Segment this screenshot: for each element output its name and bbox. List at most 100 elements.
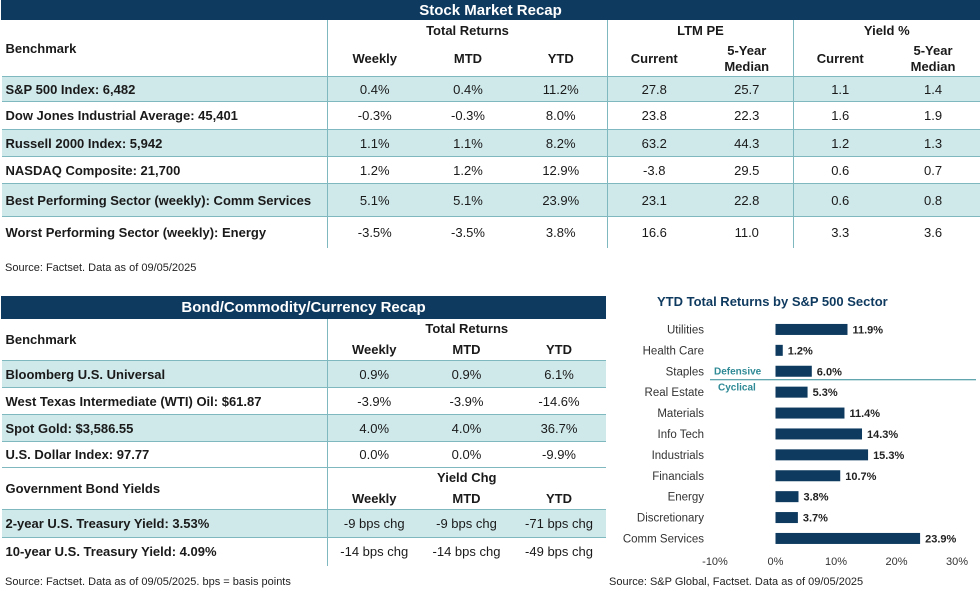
table-row: S&P 500 Index: 6,482 0.4% 0.4% 11.2% 27.8 25.… [1, 76, 980, 102]
cell-y-cur: 1.1 [793, 76, 887, 102]
category-label: Info Tech [658, 429, 704, 441]
cell-y-cur: 3.3 [793, 216, 887, 248]
cell-y-cur: 1.2 [793, 129, 887, 157]
table-row: Bloomberg U.S. Universal 0.9% 0.9% 6.1% [1, 360, 606, 388]
row-benchmark-name: NASDAQ Composite: 21,700 [1, 156, 328, 184]
cell-weekly: -3.9% [327, 387, 421, 415]
cell-ytd: 8.2% [514, 129, 608, 157]
bar [775, 512, 798, 524]
cell-ytd: 3.8% [514, 216, 608, 248]
stock-total-returns-header: Total Returns [327, 19, 608, 42]
cell-ytd: -71 bps chg [512, 509, 606, 538]
x-tick-label: 10% [825, 556, 847, 568]
bond-total-returns-header: Total Returns [326, 318, 606, 339]
category-label: Materials [657, 408, 704, 420]
cell-mtd: 1.2% [421, 156, 515, 184]
cell-mtd: -3.5% [421, 216, 515, 248]
data-label: 11.9% [852, 324, 883, 336]
cell-ytd: 23.9% [514, 183, 608, 217]
bond-benchmark-header: Benchmark [5, 332, 77, 347]
bar [775, 491, 799, 503]
bond-source-note: Source: Factset. Data as of 09/05/2025. … [5, 576, 291, 588]
cell-weekly: 0.9% [327, 360, 421, 388]
data-label: 14.3% [867, 429, 898, 441]
cell-weekly: -14 bps chg [327, 537, 421, 566]
table-row: West Texas Intermediate (WTI) Oil: $61.8… [1, 387, 606, 415]
cell-pe-med: 22.3 [700, 101, 794, 130]
annotation-cyclical: Cyclical [718, 383, 756, 394]
cell-ytd: 8.0% [514, 101, 608, 130]
gov-yields-header: Government Bond Yields [1, 467, 328, 510]
stock-col-pe-median: 5-Year Median [724, 42, 770, 74]
bond-col-ytd: YTD [546, 341, 573, 357]
cell-mtd: -3.9% [420, 387, 513, 415]
cell-mtd: -9 bps chg [420, 509, 513, 538]
cell-weekly: -3.5% [327, 216, 422, 248]
stock-col-ytd: YTD [547, 51, 574, 67]
data-label: 1.2% [788, 345, 813, 357]
cell-ytd: -14.6% [512, 387, 606, 415]
row-benchmark-name: U.S. Dollar Index: 97.77 [1, 441, 328, 468]
bar [775, 428, 863, 440]
chart-title: YTD Total Returns by S&P 500 Sector [657, 294, 888, 309]
row-benchmark-name: Best Performing Sector (weekly): Comm Se… [1, 183, 328, 217]
table-row: NASDAQ Composite: 21,700 1.2% 1.2% 12.9% -3.… [1, 156, 980, 184]
bond-col-weekly: Weekly [327, 338, 421, 361]
data-label: 11.4% [849, 408, 880, 420]
cell-mtd: -14 bps chg [420, 537, 513, 566]
data-label: 15.3% [873, 450, 904, 462]
bar [775, 449, 869, 461]
x-tick-label: 30% [946, 556, 968, 568]
cell-ytd: -49 bps chg [512, 537, 606, 566]
category-label: Real Estate [645, 387, 704, 399]
cell-y-cur: 0.6 [793, 156, 887, 184]
cell-weekly: 0.0% [327, 441, 421, 468]
bar [775, 386, 808, 398]
bar [775, 365, 812, 377]
stock-benchmark-header: Benchmark [5, 40, 77, 56]
data-label: 23.9% [925, 533, 956, 545]
bond-col-mtd: MTD [452, 341, 481, 357]
data-label: 5.3% [813, 387, 838, 399]
stock-col-yield-median: 5-Year Median [910, 42, 956, 74]
row-benchmark-name: 2-year U.S. Treasury Yield: 3.53% [1, 509, 328, 538]
sector-returns-chart: Utilities 11.9% Health Care 1.2% Staples 6.0%… [623, 323, 976, 568]
cell-pe-med: 44.3 [700, 129, 794, 157]
table-row: 2-year U.S. Treasury Yield: 3.53% -9 bps … [1, 509, 606, 538]
stock-col-pe-current: Current [607, 41, 701, 77]
data-label: 3.7% [803, 513, 828, 525]
category-label: Energy [668, 492, 705, 504]
cell-ytd: 11.2% [514, 76, 608, 102]
table-row: Dow Jones Industrial Average: 45,401 -0.3… [1, 101, 980, 130]
stock-col-mtd: MTD [453, 51, 483, 67]
cell-pe-cur: -3.8 [607, 156, 701, 184]
cell-y-cur: 0.6 [793, 183, 887, 217]
cell-pe-med: 11.0 [700, 216, 794, 248]
cell-weekly: 1.1% [327, 129, 422, 157]
row-benchmark-name: 10-year U.S. Treasury Yield: 4.09% [1, 537, 328, 566]
row-benchmark-name: Worst Performing Sector (weekly): Energy [1, 216, 328, 248]
cell-weekly: -0.3% [327, 101, 422, 130]
table-row: Worst Performing Sector (weekly): Energy… [1, 216, 980, 248]
stock-recap-title: Stock Market Recap [0, 0, 980, 20]
cell-y-med: 1.4 [886, 76, 980, 102]
row-benchmark-name: Russell 2000 Index: 5,942 [1, 129, 328, 157]
gov-col-weekly: Weekly [327, 487, 421, 510]
cell-pe-cur: 16.6 [607, 216, 701, 248]
bond-recap-title: Bond/Commodity/Currency Recap [0, 296, 607, 319]
row-benchmark-name: Bloomberg U.S. Universal [1, 360, 328, 388]
cell-pe-med: 25.7 [700, 76, 794, 102]
cell-mtd: 0.4% [421, 76, 515, 102]
cell-weekly: 0.4% [327, 76, 422, 102]
gov-col-mtd: MTD [452, 490, 481, 506]
category-label: Financials [652, 471, 704, 483]
table-row: U.S. Dollar Index: 97.77 0.0% 0.0% -9.9% [1, 441, 606, 468]
bar [775, 470, 841, 482]
stock-ltm-pe-header: LTM PE [607, 19, 794, 42]
cell-pe-med: 22.8 [700, 183, 794, 217]
category-label: Health Care [643, 345, 704, 357]
stock-recap-table: Stock Market Recap Benchmark Total Retur… [0, 0, 980, 248]
cell-pe-med: 29.5 [700, 156, 794, 184]
row-benchmark-name: S&P 500 Index: 6,482 [1, 76, 328, 102]
chart-source-note: Source: S&P Global, Factset. Data as of … [609, 576, 864, 588]
